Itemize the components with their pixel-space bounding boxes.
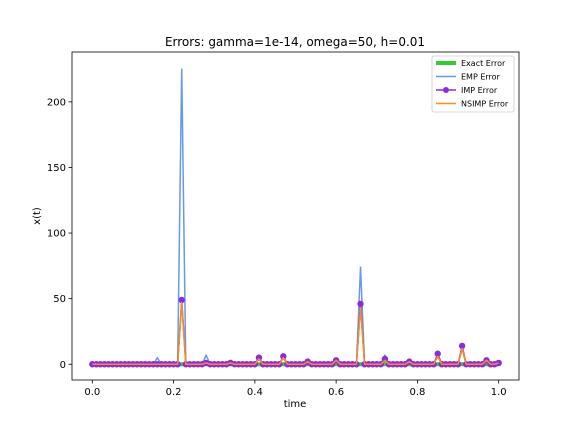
legend-label: NSIMP Error (461, 100, 509, 109)
x-tick-label: 0.4 (247, 387, 263, 398)
y-tick-label: 150 (47, 163, 66, 174)
chart-title: Errors: gamma=1e-14, omega=50, h=0.01 (165, 35, 425, 49)
x-tick-label: 0.0 (84, 387, 100, 398)
y-tick-label: 100 (47, 229, 66, 240)
y-tick-label: 200 (47, 97, 66, 108)
legend-label: EMP Error (461, 73, 501, 82)
series-point-imp-error (357, 301, 363, 307)
x-axis-label: time (284, 399, 307, 410)
x-tick-label: 1.0 (491, 387, 507, 398)
x-tick-label: 0.8 (409, 387, 425, 398)
x-tick-label: 0.2 (166, 387, 182, 398)
legend-marker (443, 87, 449, 93)
y-axis-label: x(t) (32, 207, 43, 225)
legend: Exact Error EMP Error IMP Error NSIMP Error (432, 56, 514, 112)
legend-label: IMP Error (461, 86, 498, 95)
x-tick-label: 0.6 (328, 387, 344, 398)
y-tick-label: 50 (53, 294, 66, 305)
legend-label: Exact Error (461, 59, 506, 68)
y-tick-label: 0 (60, 360, 66, 371)
